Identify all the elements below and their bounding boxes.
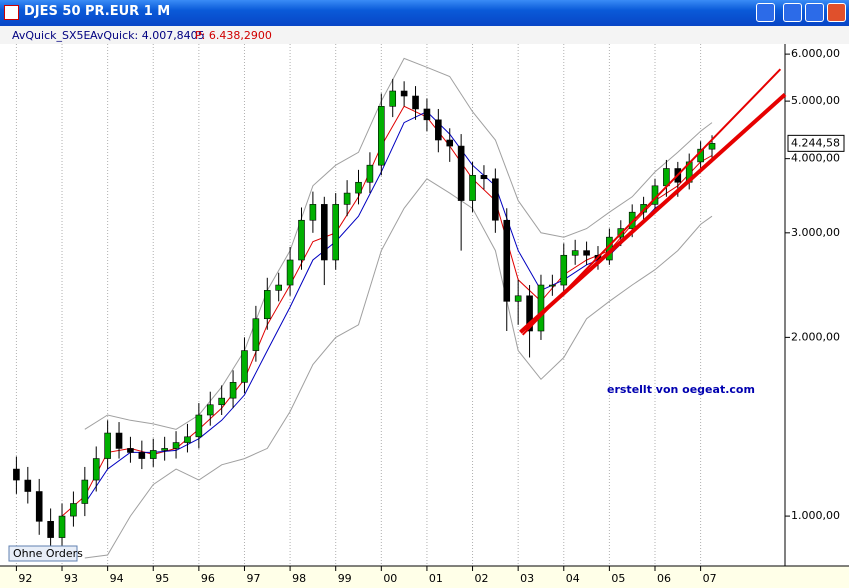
candle-body — [400, 90, 408, 97]
last-price-box — [787, 134, 845, 152]
x-tick-label: 01 — [429, 572, 443, 585]
candle-body — [320, 204, 328, 261]
orders-box — [8, 545, 78, 562]
candle-body — [218, 397, 225, 406]
info-name: AvQuick_SX5E — [12, 29, 91, 42]
restore-button[interactable] — [783, 3, 802, 22]
candle-body — [263, 290, 271, 320]
candle-body — [412, 95, 419, 110]
x-tick-label: 96 — [201, 572, 215, 585]
app-icon — [4, 5, 19, 20]
candle-body — [514, 295, 522, 302]
y-tick-label: 1.000,00 — [791, 509, 840, 522]
candle-body — [241, 350, 248, 383]
candle-body — [35, 491, 43, 522]
x-tick-label: 05 — [611, 572, 625, 585]
x-tick-label: 98 — [292, 572, 306, 585]
candle-body — [24, 479, 32, 492]
candle-body — [229, 382, 237, 399]
candle-body — [378, 106, 385, 166]
candle-body — [252, 318, 260, 351]
window-title: DJES 50 PR.EUR 1 M — [24, 4, 171, 19]
candle-body — [526, 295, 533, 332]
y-tick-label: 3.000,00 — [791, 226, 840, 239]
x-tick-label: 00 — [383, 572, 397, 585]
x-tick-label: 94 — [110, 572, 124, 585]
candle-body — [389, 90, 397, 107]
x-tick-label: 07 — [703, 572, 717, 585]
candle-body — [286, 259, 294, 286]
info-bar — [0, 26, 849, 44]
y-tick-label: 6.000,00 — [791, 47, 840, 60]
info-value: AvQuick: 4.007,8405 — [90, 29, 205, 42]
y-tick-label: 5.000,00 — [791, 94, 840, 107]
candle-body — [332, 204, 340, 261]
candle-body — [457, 145, 465, 201]
trend-line — [519, 93, 787, 334]
x-axis-band — [0, 566, 849, 588]
candle-body — [161, 448, 168, 451]
candle-body — [708, 143, 716, 150]
indicator-line — [84, 57, 713, 430]
chart: AvQuick_SX5E AvQuick: 4.007,8405 P: 6.43… — [0, 26, 849, 588]
maximize-button[interactable] — [805, 3, 824, 22]
x-tick-label: 99 — [338, 572, 352, 585]
candle-body — [571, 250, 579, 256]
candle-body — [583, 250, 590, 256]
candle-body — [435, 119, 442, 141]
candle-body — [149, 450, 157, 459]
candle-body — [549, 284, 556, 287]
candle-body — [172, 442, 180, 449]
x-tick-label: 95 — [155, 572, 169, 585]
last-price-label: 4.244,58 — [791, 136, 840, 149]
title-bar: DJES 50 PR.EUR 1 M — [0, 0, 849, 26]
indicator-line — [84, 178, 713, 559]
candle-body — [446, 139, 454, 147]
candle-body — [47, 520, 54, 538]
candle-body — [309, 204, 317, 221]
candle-body — [469, 174, 476, 201]
x-tick-label: 03 — [520, 572, 534, 585]
candle-body — [195, 414, 203, 438]
candle-body — [115, 432, 123, 449]
candle-body — [480, 174, 488, 180]
candle-body — [355, 181, 362, 194]
candle-body — [13, 468, 20, 481]
candle-body — [81, 479, 89, 504]
x-tick-label: 92 — [18, 572, 32, 585]
candle-body — [503, 219, 511, 302]
minimize-button[interactable] — [756, 3, 775, 22]
x-tick-label: 04 — [566, 572, 580, 585]
plot: 92 93 94 95 96 97 98 99 00 01 02 03 04 05 06 07 1.000,00… — [13, 44, 840, 585]
candle-body — [58, 515, 66, 538]
candle-body — [206, 404, 214, 416]
x-tick-label: 06 — [657, 572, 671, 585]
close-button[interactable] — [827, 3, 846, 22]
y-tick-label: 2.000,00 — [791, 330, 840, 343]
candle-body — [70, 503, 77, 517]
candle-body — [184, 436, 191, 443]
candle-body — [492, 178, 499, 221]
candle-body — [560, 254, 568, 286]
candle-body — [628, 211, 636, 229]
y-tick-label: 4.000,00 — [791, 152, 840, 165]
annotation: erstellt von oegeat.com — [607, 383, 755, 396]
candle-body — [537, 284, 545, 332]
candle-body — [92, 458, 100, 481]
candle-body — [366, 164, 374, 183]
candle-body — [127, 448, 134, 453]
candle-body — [138, 452, 146, 459]
orders-label: Ohne Orders — [13, 547, 83, 560]
x-tick-label: 93 — [64, 572, 78, 585]
candle-body — [104, 432, 111, 459]
candle-body — [275, 284, 282, 291]
info-price: P: 6.438,2900 — [195, 29, 272, 42]
candle-body — [423, 108, 431, 121]
candle-body — [343, 192, 351, 205]
x-tick-label: 97 — [246, 572, 260, 585]
x-tick-label: 02 — [475, 572, 489, 585]
candle-body — [298, 219, 305, 261]
